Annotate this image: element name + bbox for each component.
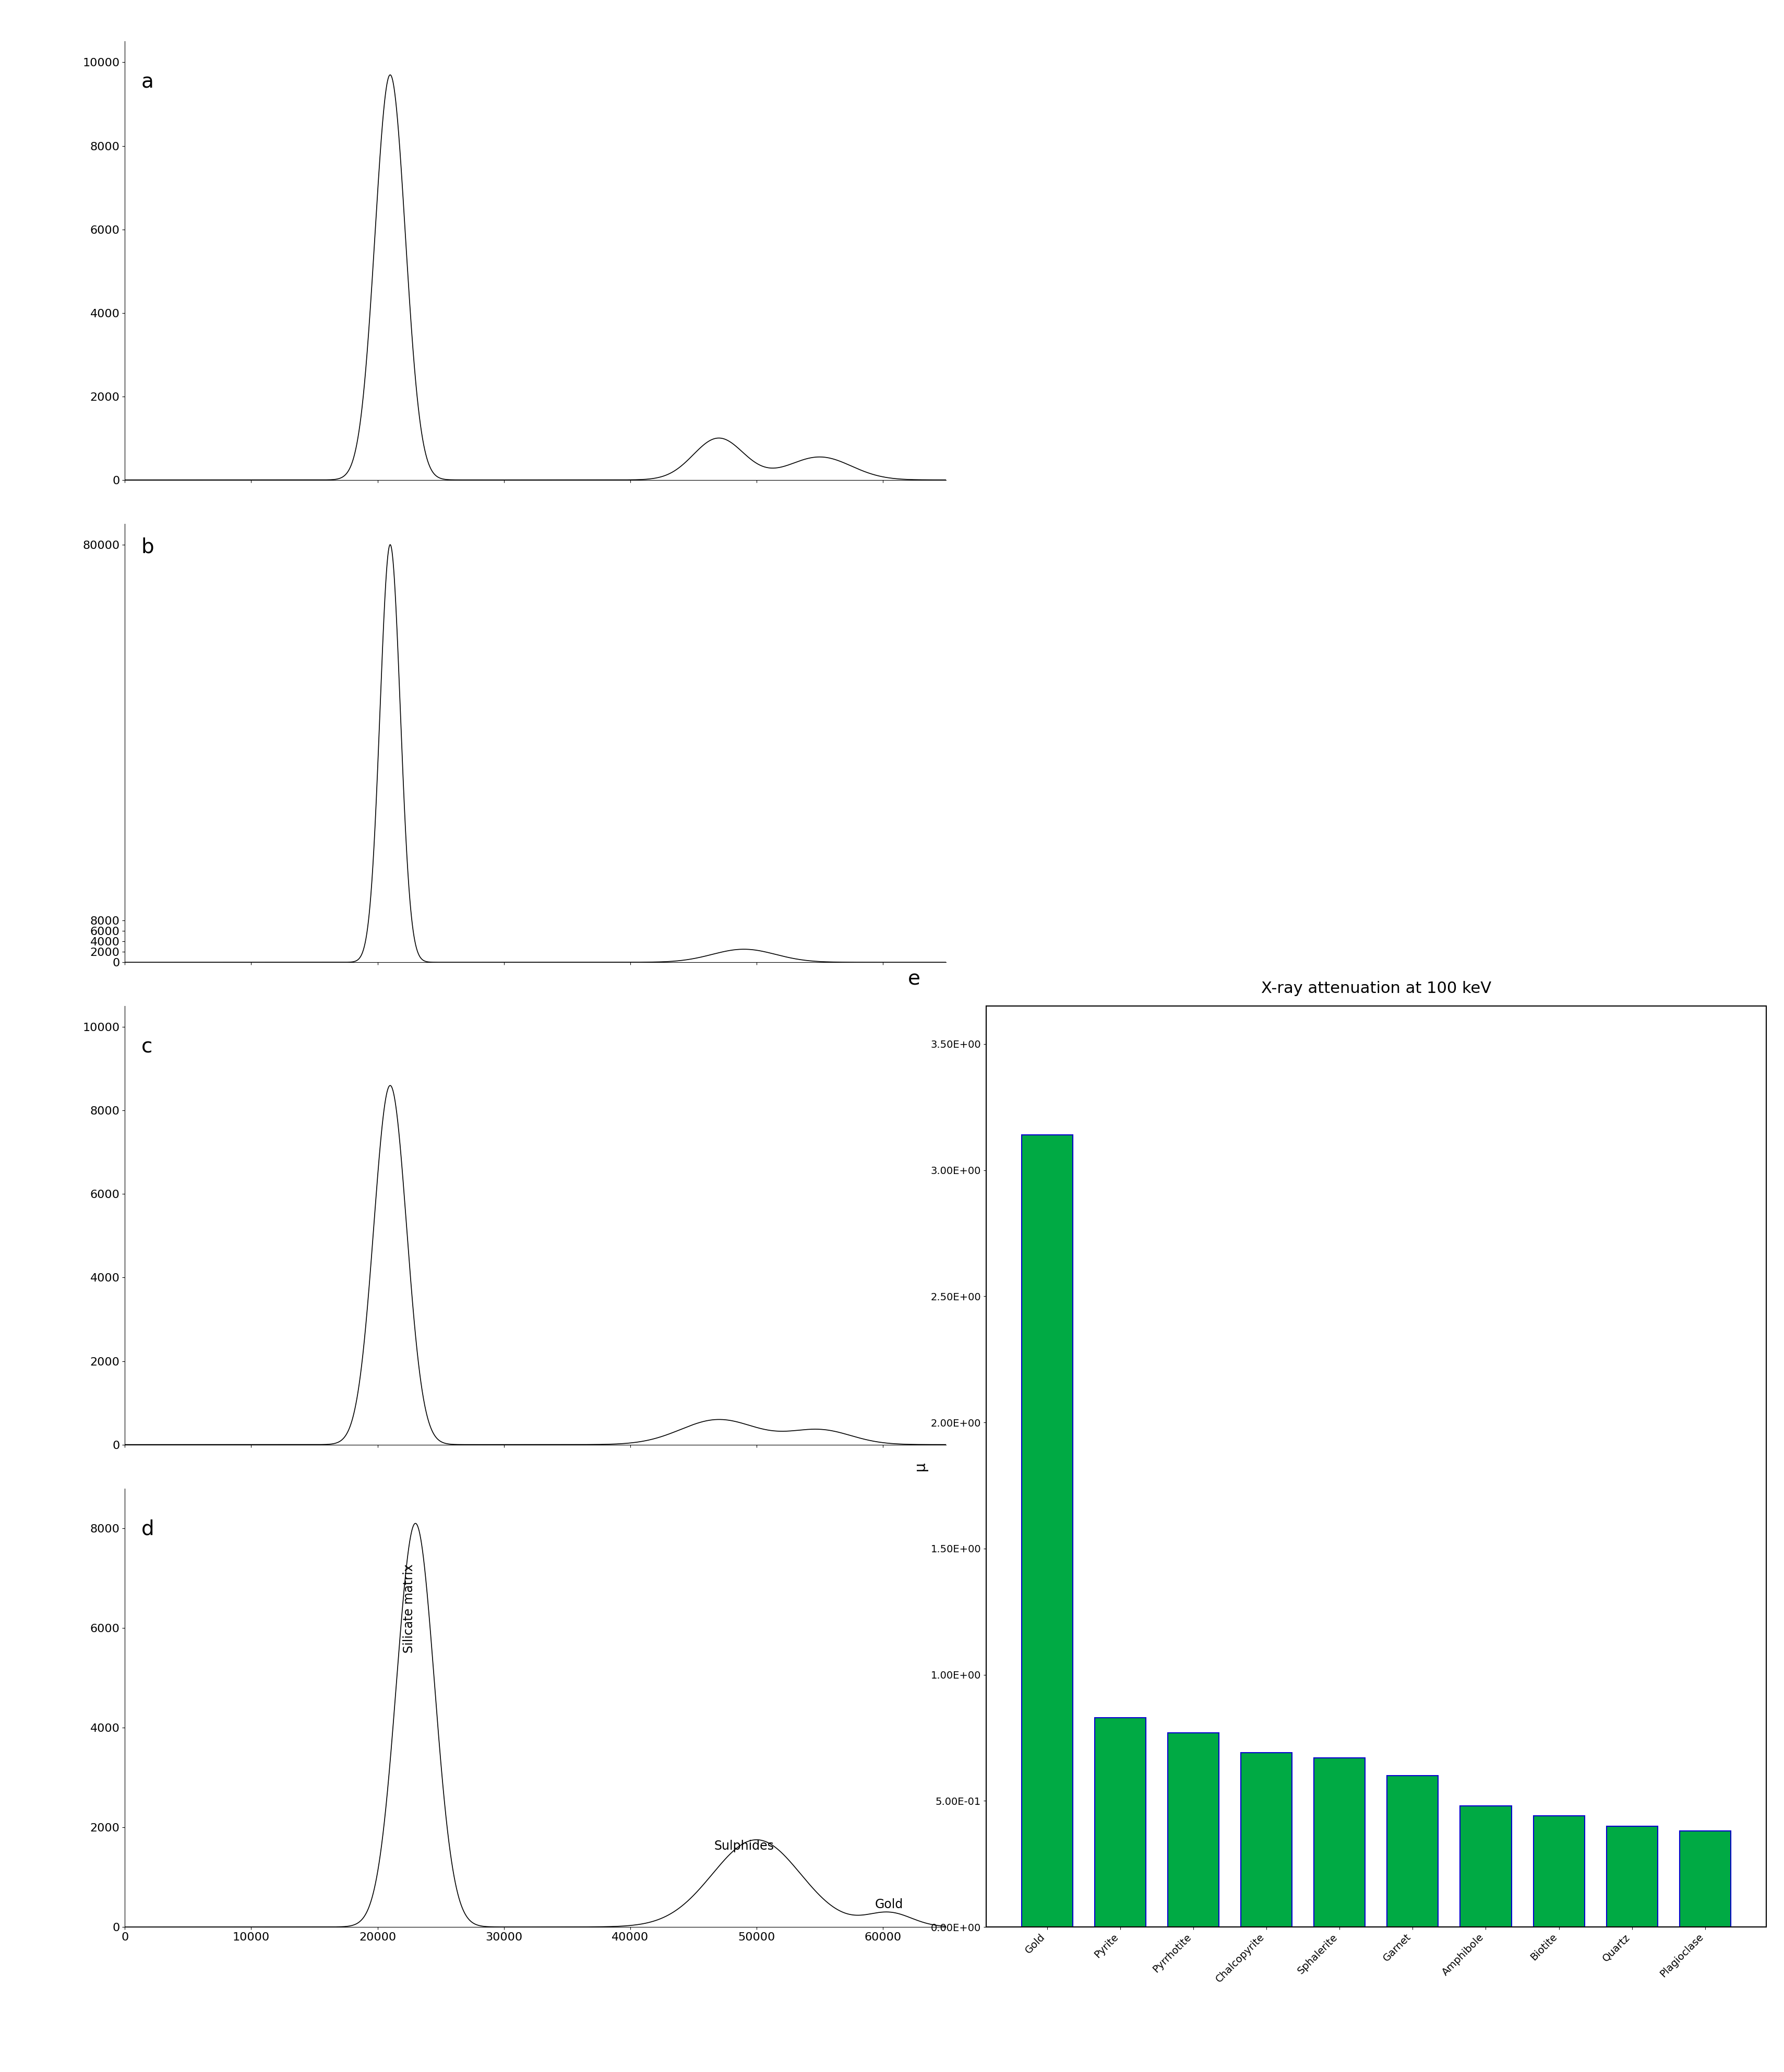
Text: b: b: [141, 537, 153, 557]
Text: c: c: [141, 1036, 152, 1057]
Bar: [1679, 1832, 1730, 1927]
Text: d: d: [141, 1519, 153, 1539]
Text: Gold: Gold: [874, 1898, 903, 1910]
Y-axis label: μ: μ: [913, 1463, 928, 1471]
Bar: [1095, 1718, 1145, 1927]
Bar: [1606, 1825, 1657, 1927]
Bar: [1242, 1753, 1292, 1927]
Bar: [1169, 1732, 1218, 1927]
Title: X-ray attenuation at 100 keV: X-ray attenuation at 100 keV: [1261, 980, 1491, 997]
Bar: [1388, 1776, 1438, 1927]
Text: e: e: [908, 970, 921, 988]
Text: Silicate matrix: Silicate matrix: [403, 1564, 416, 1653]
Bar: [1315, 1757, 1365, 1927]
Bar: [1022, 1135, 1072, 1927]
Bar: [1532, 1815, 1584, 1927]
Text: Sulphides: Sulphides: [714, 1840, 774, 1852]
Bar: [1459, 1807, 1511, 1927]
Text: a: a: [141, 73, 153, 91]
